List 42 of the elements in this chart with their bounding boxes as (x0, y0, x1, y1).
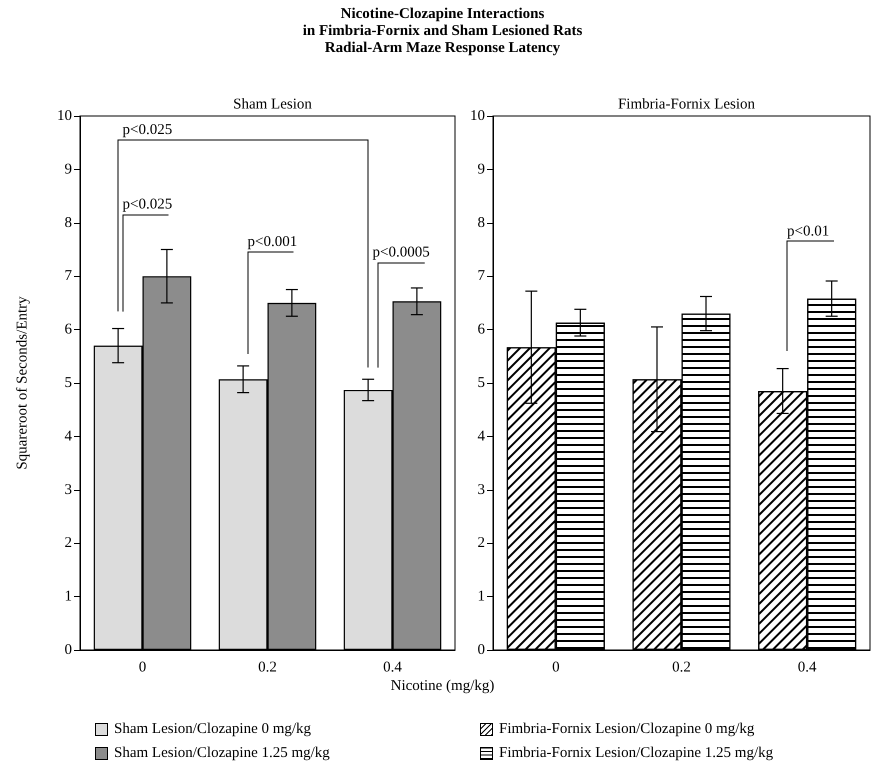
y-tick-label: 5 (64, 375, 72, 391)
y-tick-label: 4 (478, 428, 486, 444)
x-tick-label: 0 (552, 660, 560, 676)
y-axis-title: Squareroot of Seconds/Entry (14, 296, 30, 470)
annotation: p<0.001 (248, 234, 298, 250)
y-tick-label: 3 (478, 482, 485, 498)
y-tick-label: 7 (478, 268, 486, 284)
y-tick-label: 9 (64, 161, 72, 178)
y-tick-label: 9 (478, 161, 485, 178)
y-tick-label: 1 (478, 588, 485, 605)
annotation: p<0.0005 (372, 244, 430, 261)
y-tick-label: 8 (64, 214, 72, 231)
x-tick-label: 0.2 (672, 660, 691, 676)
legend-label: Fimbria-Fornix Lesion/Clozapine 0 mg/kg (499, 720, 754, 739)
chart-title: Nicotine-Clozapine Interactions in Fimbria-Fornix and Sham Lesioned Rats Radial-Arm Maze Response Latency (302, 6, 584, 57)
y-tick-label: 1 (64, 588, 72, 605)
x-tick-label: 0.2 (258, 660, 277, 676)
y-tick-label: 5 (478, 375, 485, 391)
y-tick-label: 0 (478, 642, 485, 658)
legend-label: Fimbria-Fornix Lesion/Clozapine 1.25 mg/kg (499, 744, 774, 763)
y-tick-label: 6 (478, 322, 486, 338)
annotation: p<0.025 (122, 196, 172, 213)
y-tick-label: 2 (64, 535, 72, 552)
x-tick-label: 0.4 (383, 660, 402, 676)
y-tick-label: 4 (64, 428, 72, 444)
legend-label: Sham Lesion/Clozapine 1.25 mg/kg (114, 744, 330, 763)
annotation: p<0.025 (122, 122, 172, 138)
y-tick-label: 6 (64, 322, 72, 338)
legend-label: Sham Lesion/Clozapine 0 mg/kg (114, 720, 312, 739)
chart-subtitle: Sham Lesion (233, 96, 312, 112)
x-tick-label: 0 (138, 660, 146, 676)
y-tick-label: 10 (470, 108, 485, 124)
y-tick-label: 3 (64, 482, 72, 498)
y-tick-label: 0 (64, 642, 72, 658)
annotation: p<0.01 (787, 223, 830, 240)
x-tick-label: 0.4 (798, 660, 818, 676)
x-axis-title: Nicotine (mg/kg) (390, 678, 496, 695)
y-tick-label: 8 (478, 214, 485, 231)
chart-subtitle: Fimbria-Fornix Lesion (618, 96, 756, 112)
y-tick-label: 7 (64, 268, 72, 284)
y-tick-label: 2 (478, 535, 485, 552)
y-tick-label: 10 (57, 108, 72, 124)
